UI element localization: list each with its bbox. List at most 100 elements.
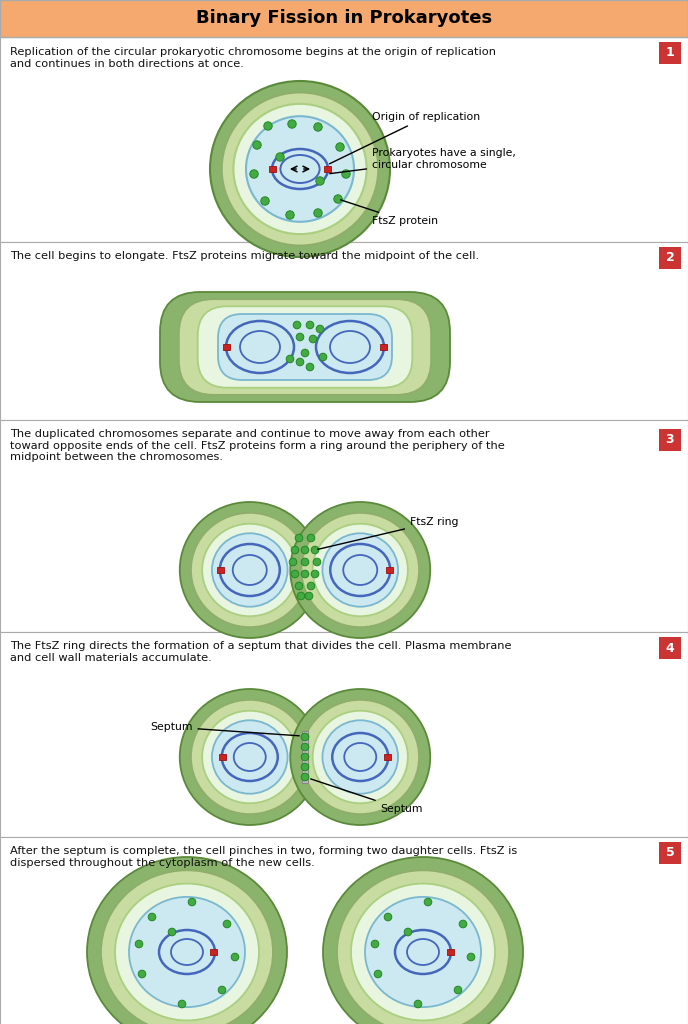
Ellipse shape — [459, 921, 466, 928]
Ellipse shape — [288, 120, 297, 128]
Ellipse shape — [311, 570, 319, 578]
Ellipse shape — [323, 720, 398, 794]
Ellipse shape — [301, 763, 309, 771]
Ellipse shape — [424, 898, 432, 906]
Ellipse shape — [312, 523, 408, 616]
Bar — [447, 949, 453, 954]
Text: The cell begins to elongate. FtsZ proteins migrate toward the midpoint of the ce: The cell begins to elongate. FtsZ protei… — [10, 251, 479, 261]
Text: After the septum is complete, the cell pinches in two, forming two daughter cell: After the septum is complete, the cell p… — [10, 846, 517, 867]
Text: The duplicated chromosomes separate and continue to move away from each other
to: The duplicated chromosomes separate and … — [10, 429, 505, 462]
Ellipse shape — [290, 689, 430, 825]
Ellipse shape — [311, 546, 319, 554]
Bar — [211, 949, 217, 954]
Ellipse shape — [314, 123, 322, 131]
Ellipse shape — [316, 177, 324, 185]
Ellipse shape — [212, 720, 288, 794]
Ellipse shape — [306, 322, 314, 329]
Ellipse shape — [264, 122, 272, 130]
Text: Binary Fission in Prokaryotes: Binary Fission in Prokaryotes — [196, 9, 492, 28]
Ellipse shape — [308, 535, 315, 542]
Ellipse shape — [309, 335, 316, 343]
Ellipse shape — [180, 689, 320, 825]
Ellipse shape — [384, 913, 391, 921]
Ellipse shape — [202, 523, 297, 616]
Text: 1: 1 — [665, 46, 674, 59]
Ellipse shape — [308, 583, 315, 590]
Bar — [659, 429, 681, 451]
Text: Prokaryotes have a single,
circular chromosome: Prokaryotes have a single, circular chro… — [330, 148, 516, 174]
Ellipse shape — [316, 326, 324, 333]
Ellipse shape — [295, 535, 303, 542]
Bar — [659, 637, 681, 659]
Ellipse shape — [305, 592, 313, 600]
Ellipse shape — [218, 986, 226, 994]
Text: 4: 4 — [665, 641, 674, 654]
Text: Replication of the circular prokaryotic chromosome begins at the origin of repli: Replication of the circular prokaryotic … — [10, 47, 496, 69]
Ellipse shape — [212, 534, 288, 606]
Ellipse shape — [101, 870, 273, 1024]
Ellipse shape — [301, 733, 309, 740]
Text: 3: 3 — [666, 433, 674, 446]
Ellipse shape — [286, 355, 294, 362]
Ellipse shape — [323, 534, 398, 606]
Ellipse shape — [178, 1000, 186, 1008]
FancyBboxPatch shape — [197, 306, 412, 388]
Ellipse shape — [414, 1000, 422, 1008]
Ellipse shape — [233, 103, 367, 234]
Ellipse shape — [210, 81, 390, 257]
Bar — [0, 37, 688, 242]
Ellipse shape — [180, 502, 320, 638]
Ellipse shape — [313, 558, 321, 566]
Ellipse shape — [295, 583, 303, 590]
Ellipse shape — [250, 170, 258, 178]
Ellipse shape — [454, 986, 462, 994]
Bar — [659, 247, 681, 269]
Text: The FtsZ ring directs the formation of a septum that divides the cell. Plasma me: The FtsZ ring directs the formation of a… — [10, 641, 511, 663]
Bar — [323, 166, 330, 172]
Text: Origin of replication: Origin of replication — [330, 112, 480, 164]
Ellipse shape — [306, 364, 314, 371]
Ellipse shape — [223, 921, 230, 928]
Ellipse shape — [323, 857, 523, 1024]
Ellipse shape — [276, 153, 284, 161]
Bar — [659, 842, 681, 864]
Ellipse shape — [290, 502, 430, 638]
FancyBboxPatch shape — [160, 292, 450, 402]
Ellipse shape — [148, 913, 155, 921]
Bar — [0, 837, 688, 1024]
Ellipse shape — [301, 558, 309, 566]
Ellipse shape — [312, 711, 408, 803]
Bar — [0, 420, 688, 632]
Ellipse shape — [336, 142, 344, 152]
Text: 5: 5 — [665, 847, 674, 859]
Ellipse shape — [337, 870, 509, 1024]
Bar — [0, 632, 688, 837]
Ellipse shape — [467, 953, 475, 961]
FancyBboxPatch shape — [218, 314, 392, 380]
Bar — [302, 731, 308, 783]
Ellipse shape — [372, 940, 379, 948]
Bar — [659, 42, 681, 63]
Ellipse shape — [136, 940, 143, 948]
Ellipse shape — [314, 209, 322, 217]
Ellipse shape — [297, 333, 304, 341]
Ellipse shape — [191, 699, 308, 814]
Bar — [384, 755, 391, 760]
Bar — [0, 0, 688, 37]
Ellipse shape — [297, 592, 305, 600]
Ellipse shape — [191, 513, 308, 627]
Ellipse shape — [138, 970, 146, 978]
Ellipse shape — [374, 970, 382, 978]
Text: 2: 2 — [665, 252, 674, 264]
Bar — [217, 567, 224, 572]
Ellipse shape — [252, 140, 261, 150]
Text: Septum: Septum — [150, 722, 299, 736]
Text: Septum: Septum — [311, 779, 422, 814]
Bar — [219, 755, 226, 760]
Ellipse shape — [202, 711, 297, 803]
Ellipse shape — [115, 884, 259, 1020]
Ellipse shape — [351, 884, 495, 1020]
Ellipse shape — [231, 953, 239, 961]
Ellipse shape — [301, 699, 419, 814]
Ellipse shape — [129, 897, 245, 1007]
